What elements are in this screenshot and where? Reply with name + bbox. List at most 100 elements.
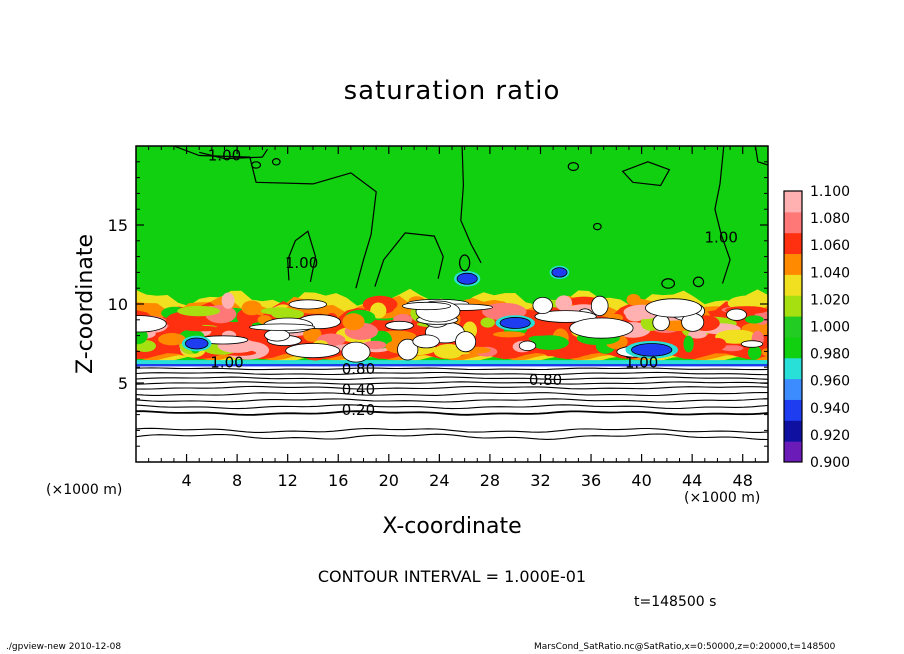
colorbar-swatch — [784, 211, 802, 234]
contour-label: 1.00 — [705, 229, 738, 247]
contour-line-lower — [136, 433, 768, 441]
contour-line-lower — [136, 398, 768, 403]
field-blotch — [745, 315, 764, 324]
colorbar-label: 1.080 — [810, 211, 850, 227]
field-blotch — [370, 302, 387, 319]
colorbar-swatch — [784, 316, 802, 338]
colorbar-swatch — [784, 441, 802, 463]
contour-line-lower — [136, 376, 768, 380]
field-blotch — [303, 326, 322, 342]
field-base-cyan — [136, 360, 768, 365]
contour-line-lower — [136, 385, 768, 390]
contour-label: 0.80 — [342, 360, 375, 378]
field-white-patch — [532, 296, 553, 314]
colorbar-label: 0.920 — [810, 428, 850, 444]
contour-line-lower — [136, 391, 768, 397]
contour-loop — [567, 161, 579, 172]
x-tick-label: 20 — [379, 471, 399, 490]
y-tick-label: 15 — [108, 216, 128, 235]
x-tick-label: 4 — [181, 471, 191, 490]
colorbar-label: 1.020 — [810, 292, 850, 308]
field-blotch — [363, 340, 387, 350]
y-axis-label: Z-coordinate — [73, 234, 98, 374]
field-blotch — [158, 333, 186, 346]
contour-line-upper — [261, 148, 269, 158]
colorbar-label: 0.900 — [810, 455, 850, 471]
contour-line-upper — [754, 146, 768, 166]
contour-lines — [136, 146, 768, 441]
contour-label: 1.00 — [625, 353, 658, 371]
field-blotch — [271, 309, 305, 320]
field-pocket-blue — [184, 337, 209, 350]
field-pocket-blue — [631, 343, 673, 357]
field-white-patch — [590, 295, 609, 316]
contour-label: 1.00 — [210, 353, 243, 371]
contour-label: 1.00 — [285, 254, 318, 272]
contour-line-upper — [714, 146, 731, 284]
x-tick-label: 16 — [328, 471, 348, 490]
x-tick-label: 48 — [733, 471, 753, 490]
chart-title: saturation ratio — [343, 76, 561, 106]
colorbar-swatch — [784, 420, 802, 442]
colorbar-swatch — [784, 191, 802, 213]
field-pocket-blue — [551, 267, 568, 278]
contour-line-lower — [136, 381, 768, 385]
field-white-patch — [401, 301, 452, 311]
field-base-blue — [136, 364, 768, 367]
x-tick-label: 28 — [480, 471, 500, 490]
contour-label: 0.40 — [342, 380, 375, 398]
contour-label: 0.20 — [342, 401, 375, 419]
time-label: t=148500 s — [634, 594, 717, 610]
field-blotch — [241, 300, 262, 316]
contour-line-upper — [374, 232, 444, 287]
field-white-patch — [645, 298, 702, 318]
x-tick-label: 12 — [278, 471, 298, 490]
field-white-patch — [569, 317, 634, 339]
contour-line-lower — [136, 371, 768, 376]
field-white-patch — [249, 323, 316, 331]
colorbar-frame — [783, 190, 803, 463]
x-tick-label: 40 — [631, 471, 651, 490]
field-blotch — [720, 345, 744, 352]
colorbar-swatch — [784, 357, 802, 380]
colorbar-label: 1.040 — [810, 265, 850, 281]
field-white-patch — [726, 308, 747, 321]
colorbar-swatch — [784, 336, 802, 359]
contour-label: 1.00 — [208, 146, 241, 164]
contour-line-upper — [199, 151, 263, 160]
field-blotch — [433, 344, 464, 359]
field-blotch — [626, 294, 641, 306]
colorbar-label: 1.060 — [810, 238, 850, 254]
field-white-patch — [288, 299, 327, 310]
contour-line-upper — [460, 146, 482, 264]
contour-line-upper — [621, 161, 671, 187]
x-unit-label-left: (×1000 m) — [46, 482, 123, 498]
x-tick-label: 32 — [530, 471, 550, 490]
field-white-patch — [285, 343, 341, 359]
x-tick-label: 8 — [232, 471, 242, 490]
colorbar-label: 0.940 — [810, 401, 850, 417]
field-pocket-blue — [456, 272, 478, 285]
field-white-patch — [397, 338, 419, 361]
field-white-patch — [341, 341, 371, 363]
field-blotch — [715, 329, 757, 344]
field-blotch — [342, 313, 365, 331]
colorbar-label: 0.960 — [810, 374, 850, 390]
x-unit-label-right: (×1000 m) — [684, 490, 761, 506]
field-blotch — [221, 292, 235, 309]
colorbar-label: 1.100 — [810, 184, 850, 200]
contour-loop — [458, 254, 471, 272]
y-axis: 5 10 15 — [108, 161, 768, 447]
field-pocket-blue — [499, 317, 531, 329]
colorbar-swatch — [784, 295, 802, 317]
field-white-patch — [385, 320, 414, 331]
contour-loop — [271, 158, 281, 166]
contour-loop — [692, 276, 705, 288]
colorbar-label: 1.000 — [810, 320, 850, 336]
x-axis-label: X-coordinate — [382, 514, 522, 539]
field-blotch — [747, 345, 762, 360]
contour-loop — [661, 278, 676, 289]
contour-line-lower — [136, 427, 768, 433]
contour-line-upper — [287, 230, 317, 283]
colorbar-swatch — [784, 253, 802, 275]
